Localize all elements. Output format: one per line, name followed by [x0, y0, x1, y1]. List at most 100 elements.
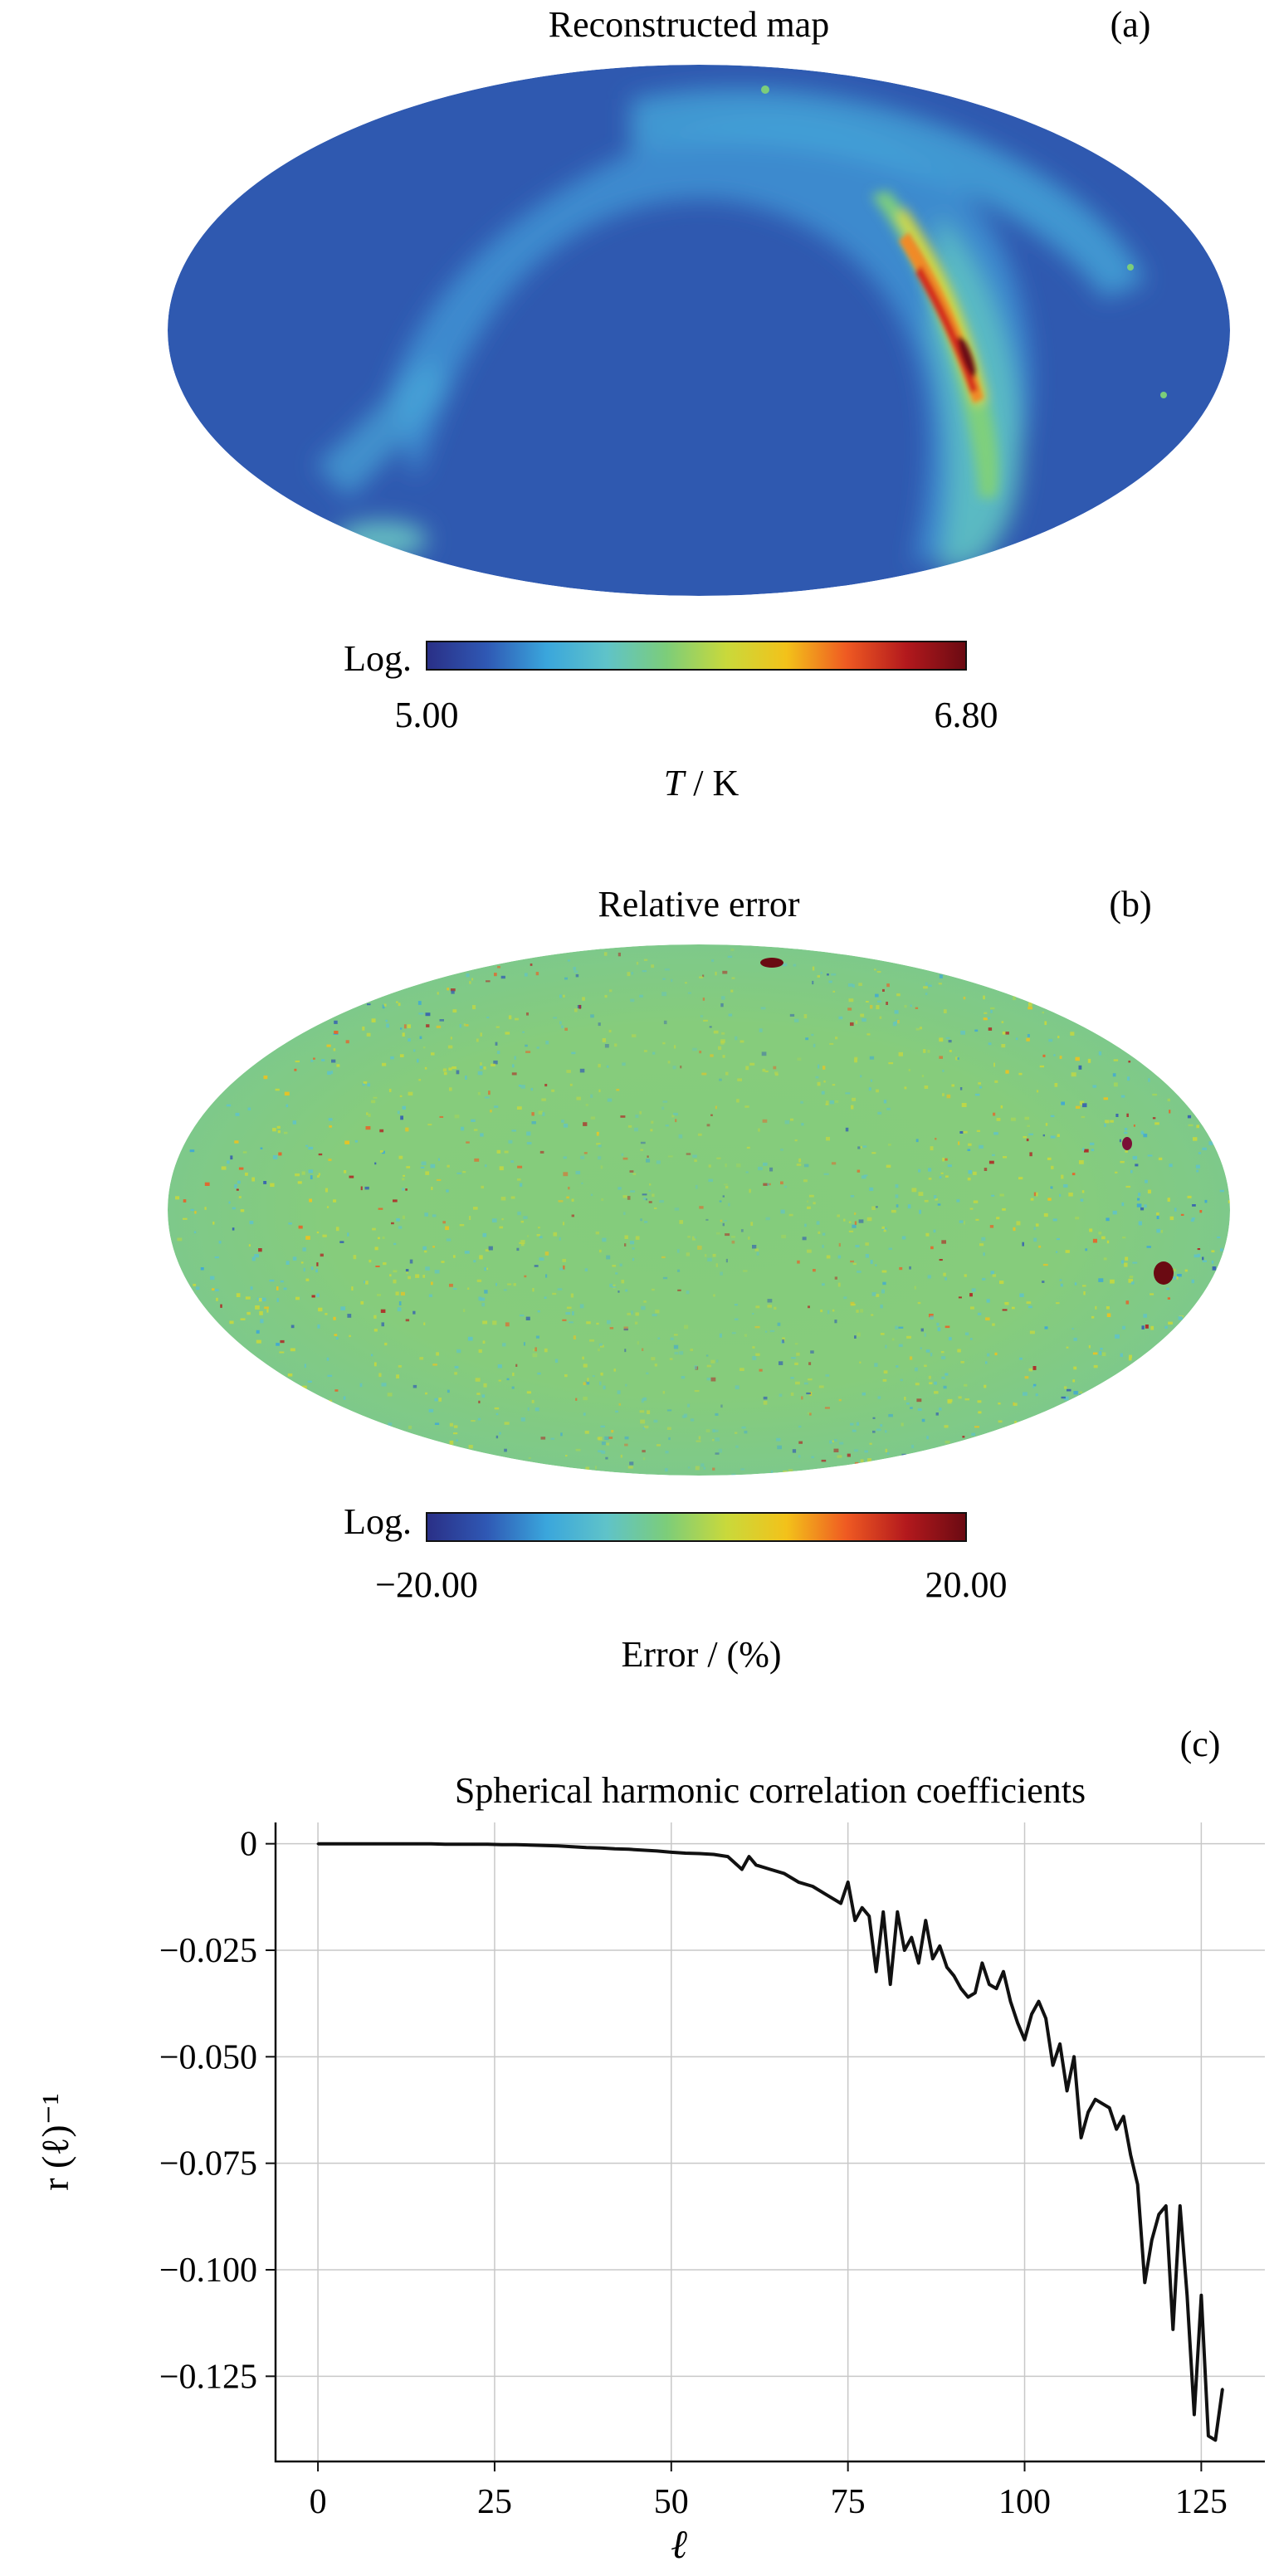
data-point — [1129, 2153, 1132, 2156]
data-point — [839, 1902, 842, 1905]
data-point — [740, 1868, 744, 1871]
panel-b-title: Relative error — [598, 884, 799, 925]
data-point — [1058, 2042, 1062, 2046]
data-point — [415, 1842, 418, 1846]
relative-error-map — [168, 944, 1230, 1476]
data-point — [974, 1991, 977, 1994]
y-tick-label: −0.025 — [159, 1932, 257, 1970]
data-point — [457, 1842, 461, 1846]
data-point — [1072, 2055, 1076, 2058]
data-point — [670, 1851, 673, 1854]
data-point — [1143, 2281, 1146, 2284]
data-point — [1080, 2136, 1083, 2139]
data-point — [726, 1855, 730, 1858]
data-point — [330, 1842, 334, 1846]
data-point — [642, 1848, 645, 1852]
x-tick-label: 50 — [654, 2483, 689, 2521]
panel-a-letter: (a) — [1110, 4, 1151, 45]
data-point — [853, 1919, 857, 1922]
map-a-hot-filament — [899, 232, 984, 403]
data-point — [896, 1910, 899, 1914]
x-tick-label: 125 — [1175, 2483, 1228, 2521]
data-point — [889, 1983, 892, 1986]
data-point — [1185, 2294, 1189, 2297]
series-line — [318, 1842, 1224, 2442]
panel-c-letter: (c) — [1180, 1724, 1221, 1764]
data-point — [1086, 2110, 1090, 2114]
data-point — [387, 1842, 390, 1846]
data-point — [1016, 2021, 1019, 2024]
data-point — [966, 1996, 969, 1998]
data-point — [875, 1970, 878, 1973]
data-point — [1213, 2438, 1217, 2442]
panel-a-title: Reconstructed map — [549, 4, 829, 45]
colorbar-b: Log. −20.00 20.00 Error / (%) — [344, 1501, 1007, 1675]
data-point — [910, 1936, 913, 1939]
data-point — [599, 1847, 603, 1850]
data-point — [1221, 2388, 1224, 2391]
data-point — [1136, 2183, 1140, 2186]
panel-c-title: Spherical harmonic correlation coefficie… — [455, 1770, 1086, 1811]
data-point — [988, 1983, 991, 1986]
data-point — [585, 1846, 588, 1849]
data-point — [847, 1881, 850, 1884]
y-tick-label: −0.100 — [159, 2252, 257, 2290]
data-point — [945, 1966, 949, 1969]
data-point — [1150, 2238, 1154, 2242]
panel-b-letter: (b) — [1109, 884, 1151, 925]
data-point — [959, 1987, 963, 1990]
data-point — [1101, 2102, 1104, 2105]
data-point — [1115, 2128, 1118, 2131]
data-point — [557, 1844, 560, 1847]
data-point — [1044, 2017, 1047, 2020]
data-point — [373, 1842, 376, 1846]
data-point — [1023, 2038, 1026, 2042]
data-point — [401, 1842, 404, 1846]
data-point — [769, 1868, 772, 1871]
data-point — [931, 1957, 935, 1960]
data-point — [748, 1855, 750, 1858]
data-point — [627, 1847, 631, 1851]
data-point — [1179, 2204, 1182, 2208]
colorbar-b-scale-label: Log. — [344, 1501, 412, 1542]
y-tick-label: −0.125 — [159, 2358, 257, 2396]
y-axis-label: r (ℓ)⁻¹ — [34, 2093, 76, 2191]
data-point — [980, 1961, 984, 1964]
x-tick-label: 100 — [998, 2483, 1051, 2521]
colorbar-a-scale-label: Log. — [344, 638, 412, 679]
x-axis-label: ℓ — [671, 2523, 687, 2567]
data-point — [1193, 2413, 1196, 2416]
colorbar-a-max-label: 6.80 — [935, 695, 998, 735]
map-b-background — [168, 944, 1230, 1476]
x-tick-label: 25 — [477, 2483, 512, 2521]
colorbar-b-gradient — [426, 1512, 967, 1542]
x-tick-label: 75 — [831, 2483, 866, 2521]
panel-c: (c) Spherical harmonic correlation coeff… — [34, 1724, 1265, 2567]
data-point — [1037, 2000, 1040, 2003]
reconstructed-sky-map — [168, 65, 1230, 596]
data-point — [1199, 2294, 1203, 2297]
data-point — [1122, 2115, 1125, 2118]
data-point — [1052, 2064, 1055, 2067]
data-point — [881, 1910, 885, 1914]
data-point — [1164, 2204, 1168, 2208]
data-point — [917, 1961, 920, 1964]
data-point — [1030, 2013, 1033, 2016]
data-point — [471, 1842, 475, 1846]
data-point — [529, 1843, 531, 1847]
data-point — [938, 1944, 941, 1948]
data-point — [1108, 2106, 1111, 2110]
colorbar-b-unit-label: Error / (%) — [621, 1634, 781, 1675]
data-point — [1207, 2434, 1210, 2437]
data-point — [1157, 2213, 1160, 2216]
colorbar-b-max-label: 20.00 — [925, 1564, 1008, 1605]
y-tick-label: −0.050 — [159, 2038, 257, 2076]
data-point — [316, 1842, 320, 1846]
colorbar-a-unit-label: T / K — [664, 763, 740, 803]
data-point — [515, 1843, 517, 1847]
correlation-line-chart: 0 25 50 75 100 125 0 −0.025 −0.050 −0.075 −0.100 −0… — [34, 1822, 1265, 2567]
data-point — [1009, 2000, 1012, 2003]
data-point — [1171, 2328, 1174, 2331]
data-point — [500, 1843, 503, 1847]
